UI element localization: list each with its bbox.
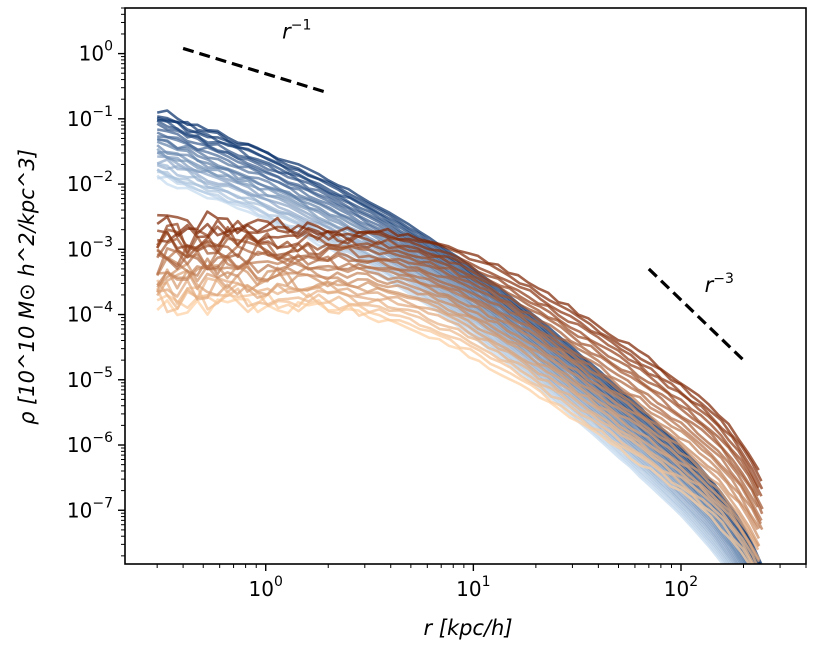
orange-series-line-9 — [156, 262, 761, 547]
reference-slope-line-1 — [182, 46, 329, 95]
plot-frame — [124, 7, 807, 565]
reference-slope-line-2 — [647, 267, 745, 362]
reference-slope-label-1: r−1 — [282, 18, 311, 44]
orange-series-line-7 — [156, 269, 760, 551]
blue-series-line-1 — [156, 174, 725, 564]
y-tick-label-1: 100 — [79, 39, 113, 66]
orange-series-line-13 — [156, 248, 764, 531]
orange-series-line-6 — [156, 276, 761, 561]
orange-series-line-4 — [156, 279, 758, 564]
y-tick-label-5: 10−4 — [67, 300, 113, 327]
x-axis-label: r [kpc/h] — [423, 616, 512, 640]
blue-series-line-8 — [156, 158, 738, 564]
x-tick-label-3: 102 — [664, 574, 698, 601]
blue-series-line-4 — [157, 170, 731, 564]
x-tick-label-1: 100 — [249, 574, 283, 601]
orange-series-line-11 — [156, 265, 759, 531]
y-tick-label-2: 10−1 — [67, 104, 113, 131]
orange-series-line-1 — [156, 297, 751, 564]
blue-series-line-7 — [156, 163, 737, 564]
orange-series-line-22 — [157, 218, 764, 490]
y-tick-label-3: 10−2 — [67, 169, 113, 196]
y-tick-label-4: 10−3 — [67, 234, 113, 261]
y-tick-label-7: 10−6 — [67, 430, 113, 457]
reference-slope-label-2: r−3 — [705, 271, 734, 297]
orange-series-line-10 — [157, 263, 761, 540]
orange-series-line-14 — [155, 247, 763, 525]
x-tick-label-2: 101 — [456, 574, 490, 601]
orange-series-line-24 — [156, 210, 760, 471]
orange-series-line-17 — [156, 235, 764, 515]
orange-series-line-12 — [156, 256, 761, 530]
y-axis-label: ρ [10^10 M⊙ h^2/kpc^3] — [15, 149, 39, 425]
blue-series-line-16 — [157, 138, 751, 564]
orange-series-line-20 — [156, 222, 763, 497]
series-layer — [155, 109, 764, 564]
blue-series-line-12 — [157, 150, 745, 564]
orange-series-line-15 — [156, 244, 763, 522]
blue-series-line-22 — [156, 118, 758, 564]
y-tick-label-6: 10−5 — [67, 365, 113, 392]
y-tick-label-8: 10−7 — [67, 495, 113, 522]
blue-series-line-2 — [156, 175, 727, 564]
blue-series-line-21 — [156, 119, 757, 564]
